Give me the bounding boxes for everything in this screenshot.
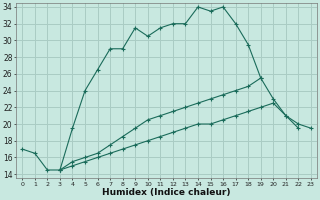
- X-axis label: Humidex (Indice chaleur): Humidex (Indice chaleur): [102, 188, 231, 197]
